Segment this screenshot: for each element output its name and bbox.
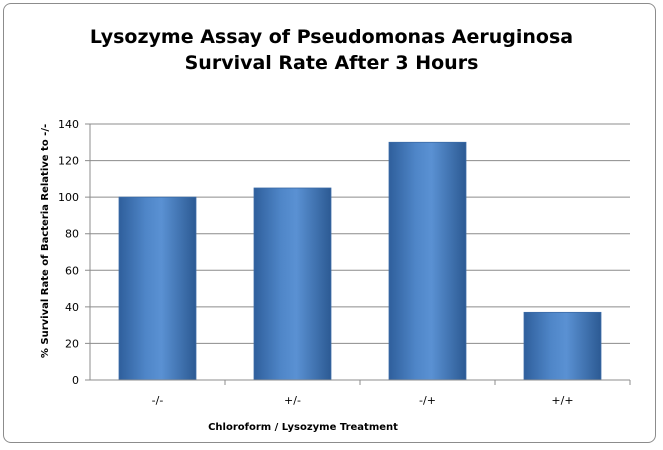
bars — [118, 141, 602, 381]
y-tick-label: 140 — [58, 118, 79, 131]
y-tick-label: 20 — [65, 337, 79, 350]
x-tick-label: +/+ — [551, 394, 573, 407]
y-tick-label: 0 — [72, 374, 79, 387]
chart-subtitle: Survival Rate After 3 Hours — [184, 52, 479, 74]
y-tick-label: 80 — [65, 228, 79, 241]
y-tick-label: 100 — [58, 191, 79, 204]
x-tick-label: -/- — [152, 394, 164, 407]
x-tick-label: +/- — [284, 394, 301, 407]
chart-title: Lysozyme Assay of Pseudomonas Aeruginosa — [89, 26, 574, 48]
x-tick-label: -/+ — [419, 394, 436, 407]
bar-1 — [253, 187, 332, 381]
tick-labels: 0 20 40 60 80 100 120 140 -/- +/- -/+ +/+ — [58, 118, 574, 407]
x-axis-title: Chloroform / Lysozyme Treatment — [208, 422, 398, 433]
bar-3 — [523, 311, 602, 381]
axes — [89, 124, 631, 385]
y-tick-label: 40 — [65, 301, 79, 314]
y-tick-label: 60 — [65, 264, 79, 277]
bar-0 — [118, 196, 197, 381]
y-tick-label: 120 — [58, 155, 79, 168]
bar-2 — [388, 141, 467, 381]
y-axis-title: % Survival Rate of Bacteria Relative to … — [40, 124, 51, 358]
